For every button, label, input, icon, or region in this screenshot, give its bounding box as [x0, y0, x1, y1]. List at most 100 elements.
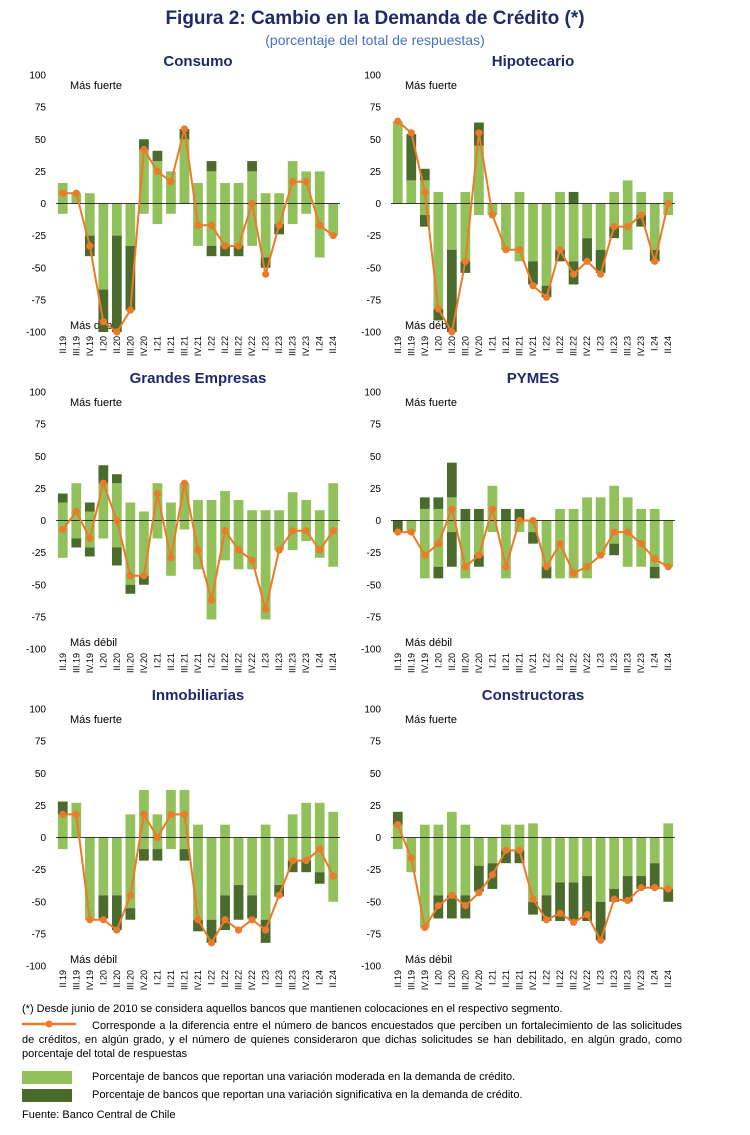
- bar-significant-negative: [649, 566, 660, 579]
- bar-moderate-negative: [84, 203, 95, 236]
- x-tick-label: I.24: [650, 336, 660, 351]
- bar-moderate-negative: [125, 837, 136, 909]
- difference-point: [488, 211, 497, 219]
- x-tick-label: III.23: [623, 970, 633, 990]
- bar-moderate-negative: [179, 520, 190, 530]
- x-tick-label: IV.20: [139, 970, 149, 990]
- bar-moderate-negative: [555, 837, 565, 883]
- bar-moderate-negative: [541, 837, 552, 896]
- bar-moderate-negative: [636, 203, 647, 216]
- difference-point: [113, 926, 121, 934]
- bar-moderate-positive: [460, 191, 471, 204]
- bar-moderate-positive: [636, 508, 647, 521]
- bar-moderate-positive: [139, 149, 149, 204]
- bar-significant-positive: [419, 168, 430, 181]
- bar-moderate-negative: [111, 203, 122, 236]
- x-tick-label: IV.23: [636, 970, 646, 990]
- weaker-label: Más débil: [70, 954, 117, 966]
- chart-svg: Consumo -100 -75 -50 -25 0 25 50 75 100 Más fuerte…: [26, 53, 340, 356]
- bar-moderate-negative: [446, 837, 457, 896]
- bar-significant-positive: [392, 811, 403, 825]
- x-tick-label: I.24: [650, 970, 660, 985]
- bar-moderate-positive: [595, 497, 606, 521]
- x-tick-label: I.22: [542, 970, 552, 985]
- x-tick-label: II.19: [58, 970, 68, 988]
- bar-significant-positive: [111, 474, 122, 484]
- chart-grandes-empresas: Grandes Empresas -100 -75 -50 -25 0 25 50 75 100 M…: [10, 367, 345, 682]
- bar-moderate-negative: [501, 520, 511, 579]
- bar-moderate-negative: [568, 203, 579, 262]
- difference-point: [59, 525, 67, 534]
- bar-significant-positive: [57, 801, 68, 815]
- bar-moderate-positive: [57, 502, 68, 521]
- difference-point: [99, 318, 107, 326]
- x-tick-label: I.21: [152, 336, 162, 351]
- bar-moderate-negative: [125, 520, 136, 585]
- bar-significant-negative: [460, 261, 471, 273]
- bar-moderate-negative: [98, 837, 109, 896]
- bar-moderate-positive: [152, 483, 163, 521]
- difference-point: [207, 939, 216, 947]
- bar-moderate-positive: [179, 483, 190, 521]
- x-tick-label: III.23: [623, 336, 633, 356]
- x-tick-label: I.20: [98, 336, 108, 351]
- x-tick-label: III.23: [288, 336, 298, 356]
- x-tick-label: IV.20: [474, 653, 484, 673]
- bar-moderate-negative: [274, 203, 285, 225]
- y-tick-label: 50: [35, 769, 47, 780]
- x-tick-label: IV.20: [139, 653, 149, 673]
- stronger-label: Más fuerte: [70, 397, 122, 409]
- bar-moderate-negative: [433, 203, 444, 309]
- x-tick-label: I.22: [542, 653, 552, 668]
- difference-point: [461, 902, 469, 910]
- x-tick-label: I.21: [487, 653, 497, 668]
- difference-point: [542, 916, 551, 924]
- x-tick-label: II.23: [609, 336, 619, 354]
- bar-moderate-positive: [233, 499, 244, 521]
- bar-moderate-negative: [166, 520, 176, 576]
- x-tick-label: II.24: [328, 336, 338, 354]
- bar-moderate-negative: [328, 520, 339, 567]
- bar-moderate-negative: [528, 203, 538, 262]
- bar-moderate-negative: [328, 837, 339, 902]
- bar-moderate-negative: [474, 520, 484, 556]
- difference-point: [597, 551, 605, 559]
- difference-point: [180, 810, 189, 818]
- difference-point: [302, 178, 310, 186]
- x-tick-label: III.22: [569, 653, 579, 673]
- x-tick-label: I.23: [261, 336, 271, 351]
- bar-moderate-negative: [406, 520, 417, 533]
- bar-significant-negative: [609, 543, 620, 556]
- x-tick-label: IV.19: [85, 336, 95, 356]
- bar-significant-negative: [206, 245, 217, 257]
- x-tick-label: I.20: [433, 336, 443, 351]
- x-tick-label: II.20: [447, 653, 457, 671]
- bar-moderate-positive: [152, 814, 163, 838]
- bar-moderate-negative: [419, 520, 430, 579]
- x-tick-label: II.19: [58, 653, 68, 671]
- bar-moderate-negative: [541, 203, 552, 286]
- bar-moderate-positive: [125, 502, 136, 521]
- x-tick-label: IV.21: [193, 336, 203, 356]
- x-tick-label: II.22: [220, 336, 230, 354]
- chart-title: Inmobiliarias: [152, 687, 245, 704]
- x-tick-label: II.20: [447, 970, 457, 988]
- x-tick-label: IV.23: [301, 970, 311, 990]
- x-tick-label: IV.22: [582, 970, 592, 990]
- difference-point: [167, 554, 175, 562]
- bar-significant-positive: [152, 150, 163, 162]
- bar-moderate-negative: [487, 520, 498, 533]
- x-tick-label: I.23: [261, 653, 271, 668]
- chart-title: Hipotecario: [492, 53, 575, 70]
- x-tick-label: II.19: [393, 970, 403, 988]
- x-tick-label: III.23: [288, 653, 298, 673]
- bar-significant-positive: [84, 502, 95, 512]
- source-note: Fuente: Banco Central de Chile: [22, 1109, 176, 1121]
- difference-point: [407, 854, 415, 862]
- stronger-label: Más fuerte: [70, 80, 122, 92]
- bar-moderate-negative: [568, 837, 579, 883]
- y-tick-label: 0: [40, 833, 46, 844]
- chart-title: Grandes Empresas: [130, 370, 267, 387]
- x-tick-label: II.24: [663, 653, 673, 671]
- bar-significant-negative: [541, 566, 552, 579]
